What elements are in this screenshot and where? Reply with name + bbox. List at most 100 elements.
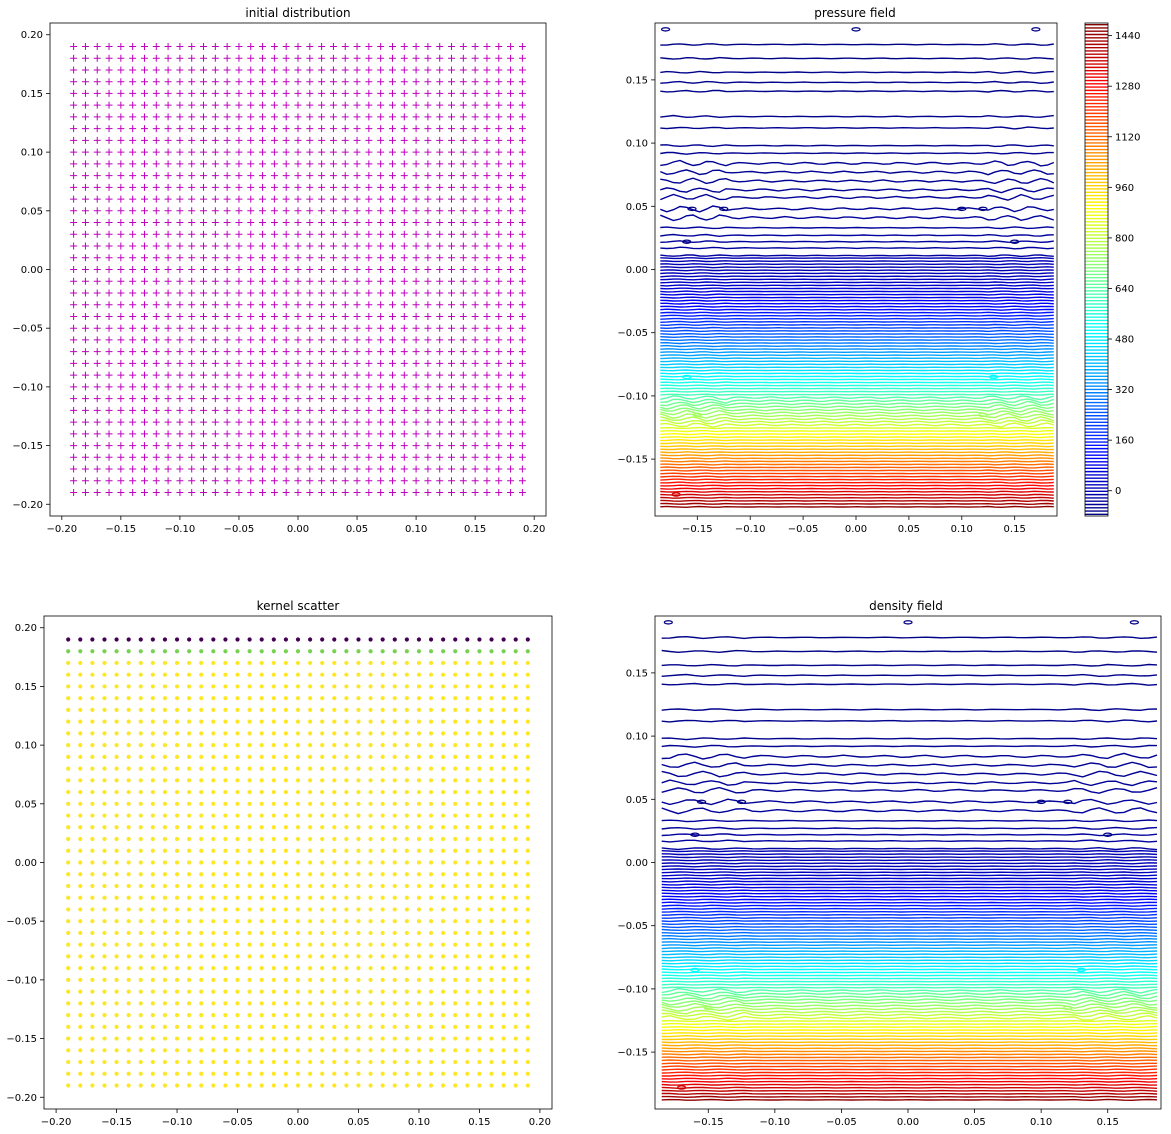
initial-distribution-marker <box>294 42 302 50</box>
initial-distribution-marker <box>105 183 113 191</box>
kernel-scatter-point <box>368 954 373 959</box>
initial-distribution-marker <box>200 183 208 191</box>
kernel-scatter-point <box>320 919 325 924</box>
p3-y-tick-label: 0.00 <box>15 858 37 869</box>
initial-distribution-marker <box>152 160 160 168</box>
kernel-scatter-point <box>271 754 276 759</box>
kernel-scatter-point <box>332 919 337 924</box>
kernel-scatter-point <box>344 1059 349 1065</box>
initial-distribution-marker <box>459 89 467 97</box>
kernel-scatter-point <box>513 1059 518 1065</box>
initial-distribution-marker <box>176 430 184 438</box>
kernel-scatter-point <box>150 895 155 900</box>
p3-x-tick-label: 0.00 <box>287 1117 309 1128</box>
kernel-scatter-point <box>162 954 168 959</box>
kernel-scatter-point <box>525 789 530 795</box>
initial-distribution-marker <box>188 289 196 297</box>
initial-distribution-marker <box>448 348 456 356</box>
initial-distribution-marker <box>365 113 373 121</box>
kernel-scatter-point <box>66 637 71 642</box>
initial-distribution-marker <box>140 266 148 273</box>
initial-distribution-marker <box>341 418 349 426</box>
kernel-scatter-point <box>295 801 301 806</box>
initial-distribution-marker <box>259 371 267 379</box>
density-contour-line <box>661 779 1158 787</box>
initial-distribution-marker <box>70 477 78 485</box>
initial-distribution-marker <box>93 477 101 485</box>
initial-distribution-marker <box>507 136 515 144</box>
initial-distribution-marker <box>164 101 172 109</box>
initial-distribution-marker <box>164 254 172 262</box>
initial-distribution-marker <box>471 219 479 227</box>
initial-distribution-marker <box>70 42 78 50</box>
kernel-scatter-point <box>489 801 494 806</box>
initial-distribution-marker <box>318 42 326 50</box>
kernel-scatter-point <box>307 672 313 677</box>
kernel-scatter-point <box>332 860 337 865</box>
kernel-scatter-point <box>114 684 119 689</box>
kernel-scatter-point <box>465 1036 470 1041</box>
initial-distribution-marker <box>259 324 267 332</box>
kernel-scatter-point <box>78 684 83 689</box>
kernel-scatter-point <box>404 684 409 689</box>
kernel-scatter-point <box>150 1071 155 1076</box>
kernel-scatter-point <box>271 1024 276 1029</box>
initial-distribution-marker <box>200 54 208 62</box>
kernel-scatter-point <box>513 825 518 830</box>
initial-distribution-marker <box>518 230 526 238</box>
kernel-scatter-point <box>368 930 373 936</box>
initial-distribution-marker <box>424 465 432 473</box>
initial-distribution-marker <box>176 383 184 391</box>
initial-distribution-marker <box>365 89 373 97</box>
p3-x-tick-label: −0.15 <box>101 1117 132 1128</box>
kernel-scatter-point <box>78 954 83 959</box>
initial-distribution-marker <box>294 442 302 450</box>
initial-distribution-marker <box>306 78 314 86</box>
initial-distribution-marker <box>81 336 89 344</box>
initial-distribution-marker <box>341 230 349 238</box>
kernel-scatter-point <box>307 1024 313 1029</box>
initial-distribution-marker <box>152 113 160 121</box>
kernel-scatter-point <box>247 977 252 982</box>
density-contour-line <box>661 983 1158 986</box>
initial-distribution-marker <box>211 324 219 332</box>
initial-distribution-marker <box>507 101 515 109</box>
initial-distribution-marker <box>483 148 491 156</box>
initial-distribution-marker <box>235 418 243 426</box>
kernel-scatter-point <box>211 907 216 912</box>
kernel-scatter-point <box>295 860 301 865</box>
kernel-scatter-point <box>126 684 131 689</box>
initial-distribution-marker <box>483 406 491 414</box>
initial-distribution-marker <box>211 266 219 273</box>
kernel-scatter-point <box>344 954 349 959</box>
initial-distribution-marker <box>105 489 113 497</box>
kernel-scatter-point <box>223 1001 228 1006</box>
initial-distribution-marker <box>282 465 290 473</box>
kernel-scatter-point <box>477 1059 482 1065</box>
kernel-scatter-point <box>525 778 530 783</box>
initial-distribution-marker <box>377 78 385 86</box>
kernel-scatter-point <box>66 684 71 689</box>
kernel-scatter-point <box>332 1024 337 1029</box>
initial-distribution-marker <box>282 183 290 191</box>
initial-distribution-marker <box>200 136 208 144</box>
initial-distribution-marker <box>93 442 101 450</box>
kernel-scatter-point <box>453 649 458 654</box>
initial-distribution-marker <box>341 477 349 485</box>
initial-distribution-marker <box>353 489 361 497</box>
kernel-scatter-point <box>271 672 276 677</box>
pressure-contour-line <box>660 240 1054 244</box>
pressure-field-y-ticks: 0.150.100.050.00−0.05−0.10−0.15 <box>617 75 655 466</box>
kernel-scatter-point <box>223 719 228 724</box>
initial-distribution-marker <box>105 465 113 473</box>
initial-distribution-marker <box>388 172 396 180</box>
initial-distribution-marker <box>341 289 349 297</box>
kernel-scatter-point <box>114 883 119 889</box>
density-contour-line <box>661 925 1158 929</box>
p3-x-tick-label: 0.05 <box>347 1117 369 1128</box>
kernel-scatter-point <box>247 766 252 771</box>
initial-distribution-marker <box>93 453 101 461</box>
initial-distribution-marker <box>81 113 89 121</box>
initial-distribution-marker <box>388 442 396 450</box>
initial-distribution-marker <box>211 42 219 50</box>
